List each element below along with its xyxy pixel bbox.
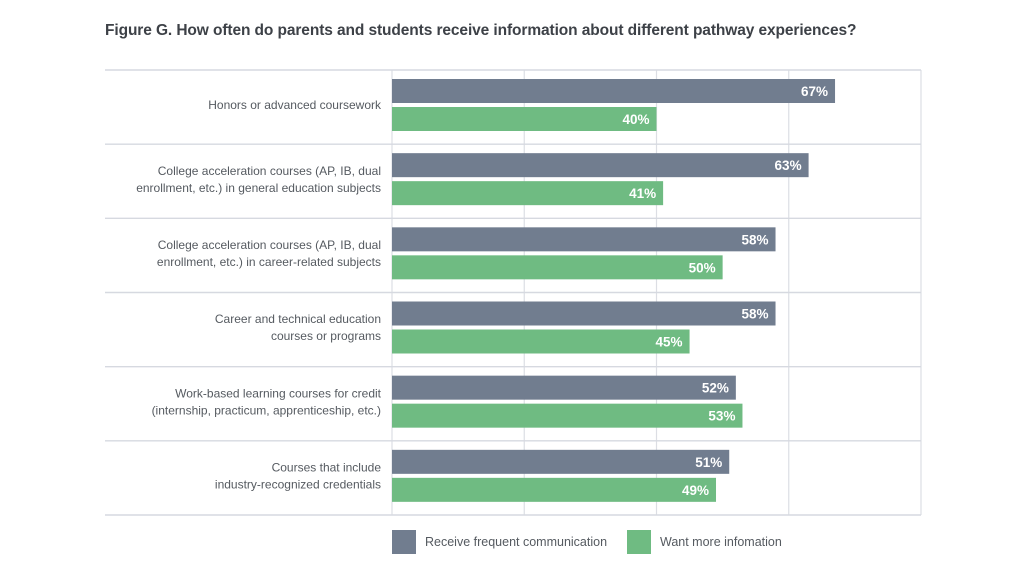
category-label: College acceleration courses (AP, IB, du… xyxy=(158,164,381,178)
chart-title: Figure G. How often do parents and stude… xyxy=(105,22,857,39)
category-label: enrollment, etc.) in general education s… xyxy=(136,181,381,195)
data-label: 40% xyxy=(622,112,649,127)
bar-receive-frequent xyxy=(392,227,776,252)
data-label: 41% xyxy=(629,186,656,201)
data-label: 63% xyxy=(775,158,802,173)
bar-want-more xyxy=(392,107,657,131)
data-label: 58% xyxy=(741,307,768,322)
data-label: 45% xyxy=(656,335,683,350)
category-label: Honors or advanced coursework xyxy=(208,98,382,112)
bar-want-more xyxy=(392,403,743,428)
category-label: College acceleration courses (AP, IB, du… xyxy=(158,238,381,252)
category-label: industry-recognized credentials xyxy=(215,477,381,491)
bar-want-more xyxy=(392,181,664,206)
category-label: enrollment, etc.) in career-related subj… xyxy=(157,255,381,269)
category-label: Work-based learning courses for credit xyxy=(175,386,382,400)
data-label: 51% xyxy=(695,455,722,470)
data-label: 53% xyxy=(708,409,735,424)
bar-want-more xyxy=(392,255,723,280)
data-label: 58% xyxy=(741,232,768,247)
legend-label: Want more infomation xyxy=(660,535,782,549)
category-label: Courses that include xyxy=(272,460,382,474)
data-label: 49% xyxy=(682,483,709,498)
bar-receive-frequent xyxy=(392,449,730,474)
bar-receive-frequent xyxy=(392,375,736,400)
bar-receive-frequent xyxy=(392,79,836,103)
bar-receive-frequent xyxy=(392,301,776,326)
data-label: 50% xyxy=(689,260,716,275)
legend-swatch xyxy=(627,530,651,554)
category-label: (internship, practicum, apprenticeship, … xyxy=(152,403,381,417)
bar-want-more xyxy=(392,477,717,502)
bar-want-more xyxy=(392,329,690,354)
data-label: 52% xyxy=(702,381,729,396)
legend-swatch xyxy=(392,530,416,554)
legend-label: Receive frequent communication xyxy=(425,535,607,549)
category-label: Career and technical education xyxy=(215,312,381,326)
bar-receive-frequent xyxy=(392,153,809,178)
data-label: 67% xyxy=(801,84,828,99)
category-label: courses or programs xyxy=(271,329,381,343)
